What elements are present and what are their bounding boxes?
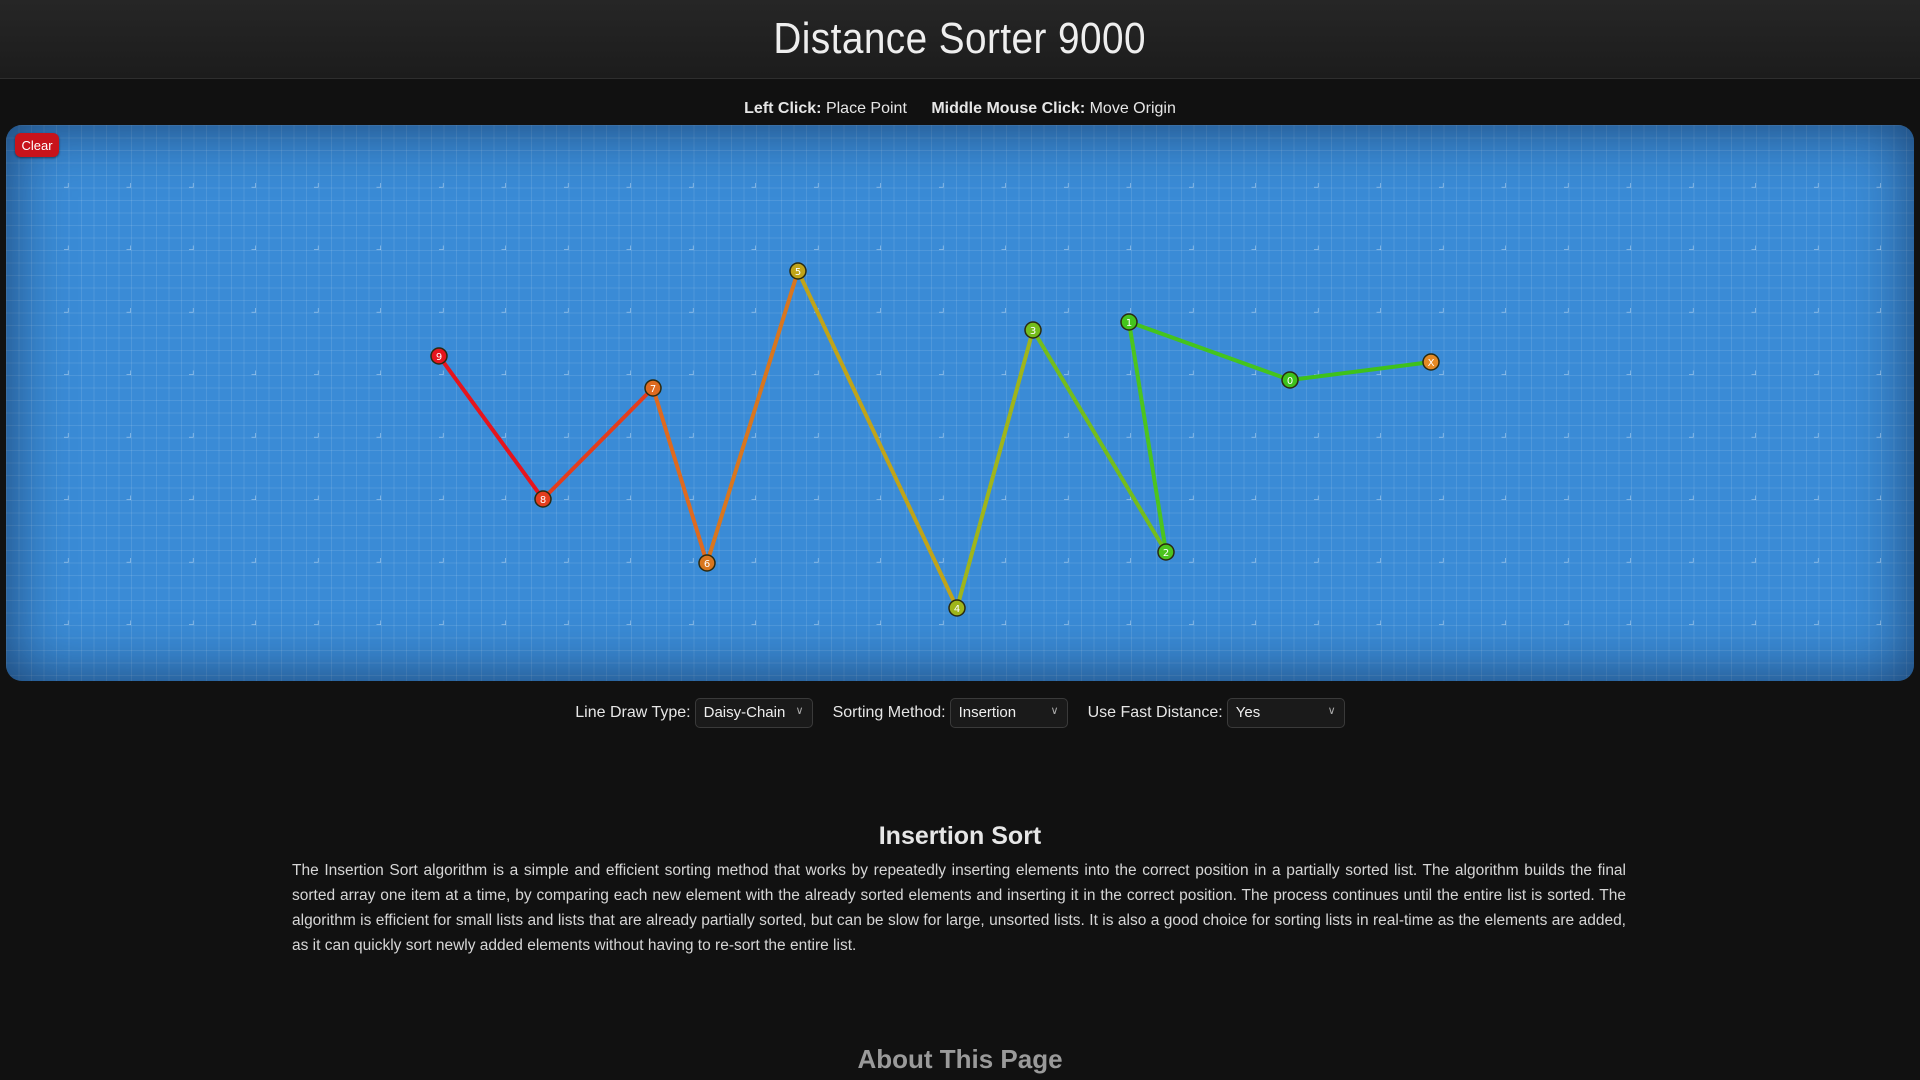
point-node[interactable]: 2	[1157, 543, 1175, 561]
point-label: 9	[436, 352, 442, 363]
connection-line	[1031, 328, 1168, 554]
sorting-method-value: Insertion	[958, 704, 1017, 721]
instruction-action: Move Origin	[1089, 100, 1176, 117]
fast-distance-control: Use Fast Distance: Yes ∨	[1088, 698, 1345, 728]
point-node[interactable]: 5	[789, 262, 807, 280]
controls-bar: Line Draw Type: Daisy-Chain ∨ Sorting Me…	[0, 698, 1920, 728]
connection-line	[1127, 320, 1168, 554]
sorting-method-label: Sorting Method:	[832, 704, 946, 721]
point-node[interactable]: 0	[1281, 371, 1299, 389]
instruction-key: Middle Mouse Click:	[931, 100, 1086, 117]
point-marker	[1120, 313, 1138, 331]
point-marker	[534, 490, 552, 508]
algorithm-title: Insertion Sort	[878, 822, 1042, 850]
point-label: 2	[1163, 548, 1169, 559]
instruction-left-click: Left Click: Place Point	[744, 100, 907, 117]
connection-line	[1288, 360, 1433, 382]
line-draw-type-value: Daisy-Chain	[703, 704, 786, 721]
point-marker	[430, 347, 448, 365]
connection-line	[796, 269, 959, 610]
point-node[interactable]: 4	[948, 599, 966, 617]
point-marker	[1422, 353, 1440, 371]
connection-lines	[437, 269, 1433, 610]
chevron-down-icon: ∨	[1050, 705, 1059, 717]
instruction-key: Left Click:	[744, 100, 822, 117]
point-label: 1	[1126, 318, 1132, 329]
points-plot: X 0 1 2 3 4 5 6 7 8 9	[6, 125, 1914, 681]
grid-cross-markers	[6, 125, 1914, 681]
fast-distance-label: Use Fast Distance:	[1087, 704, 1223, 721]
point-marker	[1024, 321, 1042, 339]
point-label: 8	[540, 495, 546, 506]
point-label: 0	[1287, 376, 1293, 387]
chevron-down-icon: ∨	[1327, 705, 1336, 717]
point-label: 7	[650, 384, 656, 395]
line-draw-type-label: Line Draw Type:	[575, 704, 691, 721]
line-draw-type-control: Line Draw Type: Daisy-Chain ∨	[575, 698, 813, 728]
fast-distance-value: Yes	[1235, 704, 1261, 721]
point-marker	[948, 599, 966, 617]
chevron-down-icon: ∨	[795, 705, 804, 717]
point-node[interactable]: 3	[1024, 321, 1042, 339]
connection-line	[541, 386, 655, 501]
line-draw-type-select[interactable]: Daisy-Chain ∨	[694, 698, 813, 728]
origin-point[interactable]: X	[1422, 353, 1440, 371]
fast-distance-select[interactable]: Yes ∨	[1226, 698, 1345, 728]
about-title: About This Page	[857, 1044, 1063, 1074]
clear-button[interactable]: Clear	[15, 133, 59, 157]
instruction-action: Place Point	[825, 100, 907, 117]
point-marker	[1157, 543, 1175, 561]
point-node[interactable]: 1	[1120, 313, 1138, 331]
point-label: 5	[795, 267, 801, 278]
point-node[interactable]: 9	[430, 347, 448, 365]
point-label: 6	[704, 559, 710, 570]
instruction-middle-click: Middle Mouse Click: Move Origin	[931, 100, 1176, 117]
point-node[interactable]: 6	[698, 554, 716, 572]
point-node[interactable]: 7	[644, 379, 662, 397]
connection-line	[705, 269, 800, 565]
point-marker	[698, 554, 716, 572]
page-header: Distance Sorter 9000	[0, 0, 1920, 79]
point-label: X	[1428, 358, 1435, 369]
instructions-bar: Left Click: Place Point Middle Mouse Cli…	[0, 100, 1920, 118]
point-node[interactable]: 8	[534, 490, 552, 508]
point-label: 3	[1030, 326, 1036, 337]
sorting-method-control: Sorting Method: Insertion ∨	[833, 698, 1068, 728]
page-title: Distance Sorter 9000	[773, 14, 1147, 63]
point-canvas[interactable]: X 0 1 2 3 4 5 6 7 8 9 Clear	[6, 125, 1914, 681]
point-nodes: X 0 1 2 3 4 5 6 7 8 9	[430, 262, 1440, 617]
connection-line	[437, 354, 545, 501]
connection-line	[955, 328, 1035, 610]
connection-line	[1127, 320, 1292, 382]
point-marker	[644, 379, 662, 397]
sorting-method-select[interactable]: Insertion ∨	[949, 698, 1068, 728]
algorithm-description: The Insertion Sort algorithm is a simple…	[292, 862, 1626, 954]
connection-line	[651, 386, 709, 565]
point-marker	[1281, 371, 1299, 389]
point-label: 4	[954, 604, 960, 615]
point-marker	[789, 262, 807, 280]
